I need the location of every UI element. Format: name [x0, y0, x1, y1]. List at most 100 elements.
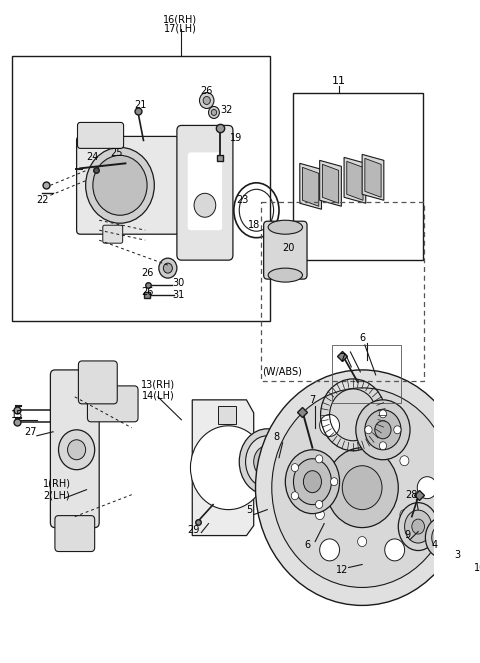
Circle shape	[272, 388, 453, 587]
FancyBboxPatch shape	[77, 123, 123, 149]
Ellipse shape	[268, 220, 302, 234]
Polygon shape	[365, 158, 381, 198]
Polygon shape	[323, 164, 339, 204]
Text: 28: 28	[406, 490, 418, 500]
Circle shape	[320, 414, 339, 436]
Circle shape	[287, 477, 307, 499]
Text: 29: 29	[187, 524, 199, 534]
Ellipse shape	[268, 268, 302, 282]
Polygon shape	[302, 167, 319, 206]
Circle shape	[385, 539, 405, 561]
Polygon shape	[320, 160, 341, 206]
Circle shape	[379, 442, 386, 450]
Ellipse shape	[451, 530, 478, 564]
Text: 4: 4	[432, 540, 437, 550]
Ellipse shape	[456, 538, 472, 558]
FancyBboxPatch shape	[264, 221, 307, 279]
Ellipse shape	[293, 459, 331, 505]
Text: 12: 12	[336, 564, 348, 575]
Text: 26: 26	[201, 86, 213, 95]
Circle shape	[385, 414, 405, 436]
Circle shape	[159, 258, 177, 278]
Circle shape	[365, 426, 372, 434]
Ellipse shape	[432, 525, 452, 550]
Text: 9: 9	[404, 530, 410, 540]
FancyBboxPatch shape	[87, 386, 138, 422]
Text: 21: 21	[134, 101, 147, 111]
Text: 27: 27	[24, 427, 37, 437]
Circle shape	[208, 107, 219, 119]
Bar	[12, 56, 270, 321]
Circle shape	[394, 426, 401, 434]
FancyBboxPatch shape	[177, 125, 233, 260]
FancyBboxPatch shape	[78, 361, 117, 404]
Circle shape	[358, 429, 367, 439]
Circle shape	[191, 426, 266, 510]
Text: 11: 11	[332, 76, 346, 86]
Text: 7: 7	[339, 353, 346, 363]
Circle shape	[315, 501, 323, 509]
Circle shape	[163, 263, 172, 273]
Circle shape	[203, 97, 210, 105]
Circle shape	[379, 410, 386, 418]
Circle shape	[68, 440, 85, 459]
Polygon shape	[362, 154, 384, 200]
Ellipse shape	[263, 448, 308, 502]
Text: 26: 26	[141, 268, 153, 278]
FancyBboxPatch shape	[50, 370, 99, 528]
Text: (W/ABS): (W/ABS)	[262, 367, 301, 377]
Circle shape	[93, 155, 147, 215]
Circle shape	[59, 430, 95, 469]
Text: 30: 30	[173, 278, 185, 288]
Circle shape	[315, 510, 324, 520]
Text: 25: 25	[110, 149, 122, 158]
Text: 10: 10	[473, 562, 480, 573]
Ellipse shape	[239, 429, 295, 495]
Circle shape	[194, 194, 216, 217]
Circle shape	[211, 109, 216, 115]
Ellipse shape	[405, 510, 432, 543]
Bar	[261, 202, 423, 381]
FancyBboxPatch shape	[55, 516, 95, 552]
Text: 20: 20	[282, 243, 294, 253]
Text: 23: 23	[237, 196, 249, 206]
Circle shape	[326, 448, 398, 528]
Ellipse shape	[303, 471, 322, 493]
Bar	[332, 345, 401, 403]
Circle shape	[375, 421, 391, 439]
FancyBboxPatch shape	[103, 225, 123, 243]
Ellipse shape	[246, 436, 289, 488]
Text: 5: 5	[246, 505, 252, 514]
Circle shape	[331, 478, 338, 486]
Ellipse shape	[398, 503, 438, 550]
Polygon shape	[300, 163, 322, 210]
Ellipse shape	[254, 446, 281, 478]
FancyBboxPatch shape	[188, 152, 222, 230]
Circle shape	[200, 93, 214, 109]
Circle shape	[291, 463, 299, 471]
Circle shape	[291, 492, 299, 500]
Circle shape	[315, 455, 323, 463]
Text: 26: 26	[141, 287, 153, 297]
Circle shape	[365, 410, 401, 450]
Text: 16(RH): 16(RH)	[164, 15, 198, 25]
Text: 6: 6	[305, 540, 311, 550]
Text: 18: 18	[248, 220, 260, 230]
Circle shape	[417, 477, 437, 499]
Text: 19: 19	[229, 133, 242, 143]
Bar	[293, 93, 423, 260]
Ellipse shape	[270, 455, 301, 494]
Circle shape	[358, 536, 367, 546]
Text: 17(LH): 17(LH)	[164, 24, 197, 34]
Circle shape	[255, 370, 469, 605]
Text: 31: 31	[173, 290, 185, 300]
Text: 22: 22	[36, 196, 48, 206]
Polygon shape	[344, 157, 366, 204]
Text: 8: 8	[273, 432, 279, 442]
Ellipse shape	[412, 519, 424, 534]
Ellipse shape	[425, 518, 458, 558]
Circle shape	[400, 455, 409, 465]
Circle shape	[356, 400, 410, 459]
Text: 13(RH)
14(LH): 13(RH) 14(LH)	[141, 379, 175, 400]
Polygon shape	[347, 161, 363, 200]
